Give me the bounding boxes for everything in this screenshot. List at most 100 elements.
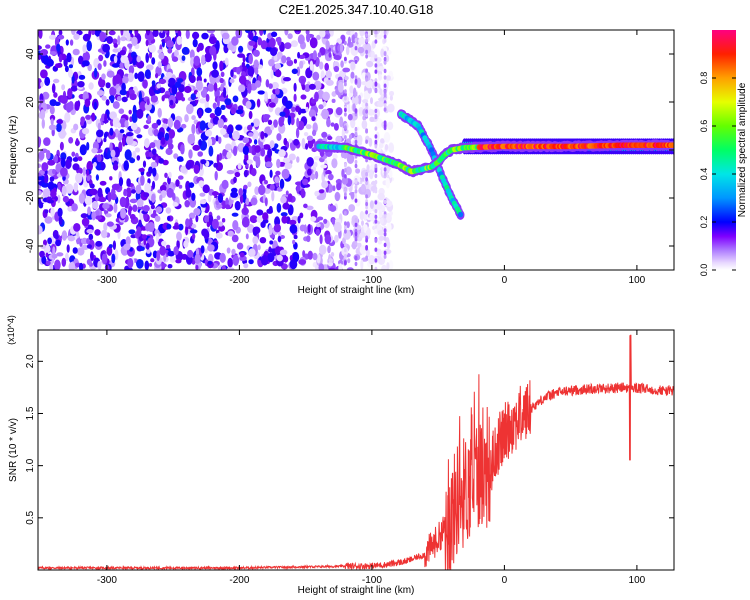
noise-blob <box>164 132 170 141</box>
noise-blob <box>196 46 201 53</box>
noise-blob <box>290 116 295 126</box>
noise-blob <box>49 51 57 56</box>
colorbar-tick-label: 0.6 <box>699 120 709 133</box>
noise-blob <box>184 114 189 123</box>
noise-blob <box>264 180 268 185</box>
noise-blob <box>76 247 85 256</box>
noise-blob <box>91 112 96 122</box>
noise-blob <box>243 263 249 269</box>
noise-blob <box>147 115 152 123</box>
noise-blob <box>105 82 111 89</box>
noise-blob <box>335 135 342 143</box>
noise-blob <box>58 53 63 63</box>
noise-blob <box>377 100 384 108</box>
y-tick-label: 1.0 <box>25 458 36 472</box>
noise-blob <box>238 188 244 196</box>
noise-blob <box>361 183 366 193</box>
noise-blob <box>72 157 79 162</box>
noise-blob <box>172 202 179 207</box>
noise-blob <box>239 194 244 204</box>
noise-blob <box>344 76 349 81</box>
noise-blob <box>389 95 393 101</box>
noise-blob <box>178 184 183 189</box>
streak-blob <box>365 38 368 43</box>
noise-blob <box>356 134 363 145</box>
noise-blob <box>128 109 132 115</box>
noise-blob <box>96 90 105 96</box>
noise-blob <box>213 162 219 168</box>
noise-blob <box>278 116 284 127</box>
noise-blob <box>207 137 213 148</box>
noise-blob <box>268 83 273 89</box>
noise-blob <box>351 34 356 44</box>
noise-blob <box>211 218 219 230</box>
noise-blob <box>168 77 176 85</box>
noise-blob <box>319 234 323 245</box>
noise-blob <box>166 223 172 230</box>
noise-blob <box>188 182 195 189</box>
noise-blob <box>158 78 167 85</box>
noise-blob <box>316 253 321 264</box>
noise-blob <box>347 258 351 264</box>
streak-blob <box>354 237 358 243</box>
noise-blob <box>325 70 332 79</box>
noise-blob <box>44 209 49 214</box>
spectrogram-y-label: Frequency (Hz) <box>8 116 19 185</box>
noise-blob <box>295 105 300 113</box>
noise-blob <box>144 69 151 79</box>
streak-blob <box>374 63 378 68</box>
noise-blob <box>329 108 334 114</box>
noise-blob <box>99 180 107 186</box>
noise-blob <box>249 215 258 224</box>
y-tick-label: 0 <box>25 147 36 153</box>
noise-blob <box>156 83 161 89</box>
noise-blob <box>262 114 271 119</box>
noise-blob <box>110 149 116 158</box>
noise-blob <box>234 171 241 178</box>
noise-blob <box>152 30 159 37</box>
noise-blob <box>66 52 72 63</box>
noise-blob <box>299 212 304 219</box>
noise-blob <box>189 75 196 84</box>
streak-blob <box>365 172 368 177</box>
colorbar-tick-label: 0.0 <box>699 264 709 277</box>
noise-blob <box>132 204 138 212</box>
noise-blob <box>293 58 297 64</box>
noise-blob <box>103 137 107 143</box>
noise-blob <box>50 207 55 217</box>
x-tick-label: -100 <box>362 575 382 586</box>
noise-blob <box>341 168 345 178</box>
noise-blob <box>120 36 127 42</box>
noise-blob <box>263 187 271 194</box>
noise-blob <box>160 30 164 33</box>
noise-blob <box>257 90 265 95</box>
noise-blob <box>218 136 222 144</box>
noise-blob <box>204 52 212 63</box>
noise-blob <box>42 188 51 197</box>
noise-blob <box>248 248 256 257</box>
noise-blob <box>213 82 218 92</box>
noise-blob <box>378 97 386 102</box>
noise-blob <box>134 30 139 36</box>
noise-blob <box>256 209 264 216</box>
noise-blob <box>65 252 69 262</box>
noise-blob <box>181 97 186 102</box>
snr-multiplier: (x10^4) <box>6 315 16 345</box>
noise-blob <box>377 147 381 152</box>
streak-blob <box>354 75 358 80</box>
colorbar-tick-label: 0.2 <box>699 216 709 229</box>
noise-blob <box>172 225 180 230</box>
noise-blob <box>318 189 325 194</box>
noise-blob <box>247 83 252 94</box>
streak-blob <box>374 144 378 149</box>
noise-blob <box>321 180 329 189</box>
noise-blob <box>264 197 268 207</box>
noise-blob <box>138 168 145 172</box>
noise-blob <box>301 138 306 149</box>
noise-blob <box>298 54 306 60</box>
noise-blob <box>260 40 268 50</box>
noise-blob <box>380 48 385 58</box>
colorbar-tick-label: 0.8 <box>699 72 709 85</box>
noise-blob <box>199 192 206 197</box>
noise-blob <box>121 82 126 92</box>
